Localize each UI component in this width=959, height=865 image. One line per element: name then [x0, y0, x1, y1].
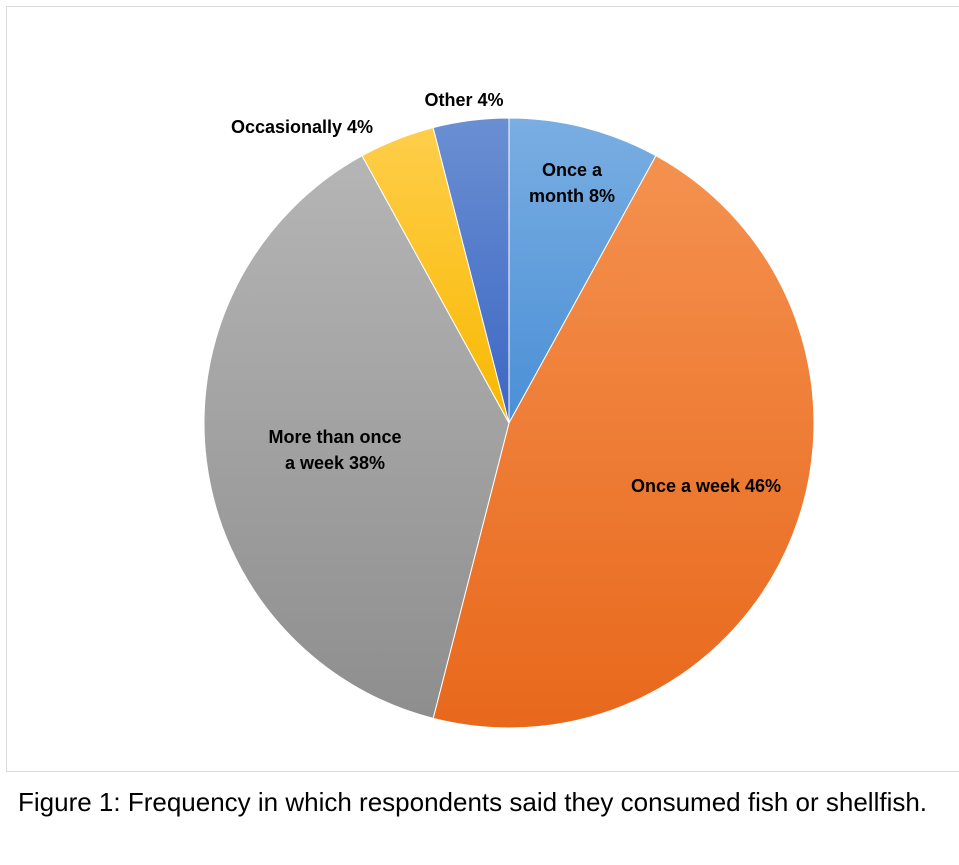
- pie-slices: [203, 117, 815, 729]
- slice-label: Once a month 8%: [529, 160, 615, 206]
- slice-label-line: Once a: [542, 160, 603, 180]
- slice-label-line: a week 38%: [285, 453, 385, 473]
- slice-label: More than once a week 38%: [268, 427, 401, 473]
- slice-label-line: More than once: [268, 427, 401, 447]
- slice-label-line: Occasionally 4%: [231, 117, 373, 137]
- slice-label-line: Once a week 46%: [631, 476, 781, 496]
- pie-labels: Once a month 8% Once a week 46% More than o…: [231, 90, 781, 496]
- slice-label: Occasionally 4%: [231, 117, 373, 137]
- slice-label: Once a week 46%: [631, 476, 781, 496]
- slice-label-line: month 8%: [529, 186, 615, 206]
- figure-caption: Figure 1: Frequency in which respondents…: [18, 787, 928, 817]
- pie-slice: [432, 155, 815, 729]
- pie-slice: [508, 117, 657, 424]
- pie-chart: Once a month 8% Once a week 46% More than o…: [203, 90, 815, 729]
- pie-slice: [203, 155, 510, 720]
- chart-frame: [6, 6, 959, 772]
- slice-label-line: Other 4%: [424, 90, 503, 110]
- pie-slice: [432, 117, 510, 424]
- slice-label: Other 4%: [424, 90, 503, 110]
